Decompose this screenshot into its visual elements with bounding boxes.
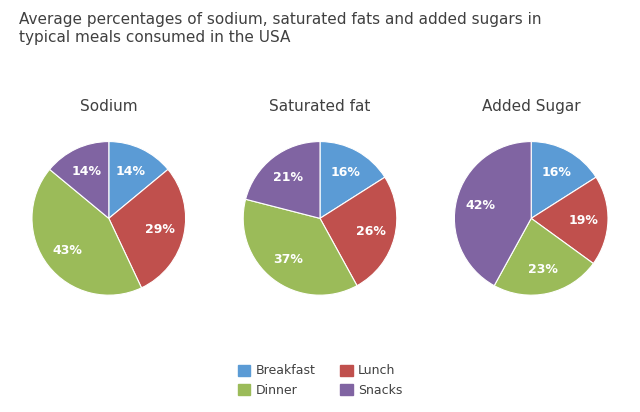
Wedge shape — [32, 169, 141, 295]
Wedge shape — [109, 142, 168, 218]
Wedge shape — [531, 142, 596, 218]
Text: 14%: 14% — [72, 165, 102, 178]
Wedge shape — [246, 142, 320, 218]
Wedge shape — [50, 142, 109, 218]
Text: 19%: 19% — [568, 213, 598, 227]
Text: 37%: 37% — [273, 253, 303, 266]
Wedge shape — [531, 177, 608, 264]
Title: Saturated fat: Saturated fat — [269, 99, 371, 114]
Text: 43%: 43% — [52, 244, 83, 257]
Wedge shape — [494, 218, 593, 295]
Wedge shape — [109, 169, 186, 288]
Text: 29%: 29% — [145, 223, 175, 236]
Text: 16%: 16% — [330, 166, 360, 179]
Text: 23%: 23% — [527, 263, 557, 276]
Text: 26%: 26% — [356, 225, 385, 238]
Text: 42%: 42% — [466, 199, 495, 212]
Wedge shape — [320, 177, 397, 286]
Wedge shape — [320, 142, 385, 218]
Title: Added Sugar: Added Sugar — [482, 99, 580, 114]
Text: 16%: 16% — [541, 166, 572, 179]
Text: Average percentages of sodium, saturated fats and added sugars in
typical meals : Average percentages of sodium, saturated… — [19, 12, 541, 45]
Title: Sodium: Sodium — [80, 99, 138, 114]
Text: 21%: 21% — [273, 171, 303, 184]
Wedge shape — [243, 199, 357, 295]
Text: 14%: 14% — [116, 165, 146, 178]
Legend: Breakfast, Dinner, Lunch, Snacks: Breakfast, Dinner, Lunch, Snacks — [233, 359, 407, 402]
Wedge shape — [454, 142, 531, 286]
